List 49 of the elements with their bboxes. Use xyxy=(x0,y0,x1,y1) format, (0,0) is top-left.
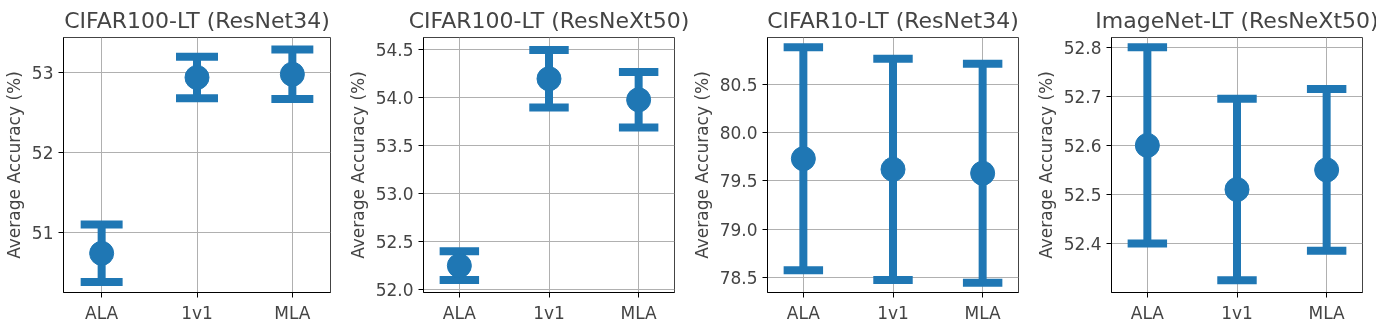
y-tick-label: 80.0 xyxy=(719,123,758,144)
y-tick-label: 52.8 xyxy=(1063,37,1102,58)
y-tick-label: 80.5 xyxy=(719,74,758,95)
y-tick-label: 54.5 xyxy=(375,40,414,61)
x-tick-label: MLA xyxy=(964,302,1002,323)
y-axis-title: Average Accuracy (%) xyxy=(3,71,24,259)
y-tick-label: 53 xyxy=(31,63,54,84)
point xyxy=(279,61,305,87)
x-tick-label: ALA xyxy=(1130,302,1165,323)
x-tick-label: 1v1 xyxy=(181,302,213,323)
point xyxy=(790,146,816,172)
chart-title: CIFAR100-LT (ResNeXt50) xyxy=(408,7,690,33)
point xyxy=(1224,177,1250,202)
point xyxy=(1134,132,1160,158)
chart-title: ImageNet-LT (ResNeXt50) xyxy=(1095,7,1376,33)
point xyxy=(1314,157,1340,183)
y-tick-label: 52.7 xyxy=(1063,86,1102,107)
y-axis-title: Average Accuracy (%) xyxy=(691,71,712,259)
y-tick-label: 52.5 xyxy=(1063,184,1102,205)
y-axis-title: Average Accuracy (%) xyxy=(347,71,368,259)
x-tick-label: MLA xyxy=(274,302,311,323)
point xyxy=(89,240,115,266)
y-tick-label: 52 xyxy=(31,143,54,164)
y-tick-label: 52.4 xyxy=(1063,233,1102,254)
x-tick-label: 1v1 xyxy=(877,302,909,323)
x-tick-label: MLA xyxy=(620,302,658,323)
x-tick-label: ALA xyxy=(85,302,119,323)
x-tick-label: 1v1 xyxy=(533,302,565,323)
x-tick-label: MLA xyxy=(1308,302,1346,323)
x-tick-label: ALA xyxy=(442,302,477,323)
y-tick-label: 78.5 xyxy=(719,268,758,289)
x-tick-label: 1v1 xyxy=(1221,302,1253,323)
y-tick-label: 53.5 xyxy=(375,136,414,157)
y-tick-label: 51 xyxy=(31,223,54,244)
chart-title: CIFAR10-LT (ResNet34) xyxy=(767,7,1019,33)
y-axis-title: Average Accuracy (%) xyxy=(1035,71,1056,259)
y-tick-label: 79.5 xyxy=(719,171,758,192)
y-tick-label: 52.0 xyxy=(375,280,414,301)
y-tick-label: 52.6 xyxy=(1063,135,1102,156)
point xyxy=(536,66,562,92)
point xyxy=(970,160,996,186)
point xyxy=(880,156,906,182)
y-tick-label: 52.5 xyxy=(375,232,414,253)
point xyxy=(626,87,652,113)
y-tick-label: 54.0 xyxy=(375,88,414,109)
chart-title: CIFAR100-LT (ResNet34) xyxy=(64,7,330,33)
y-tick-label: 79.0 xyxy=(719,219,758,240)
y-tick-label: 53.0 xyxy=(375,184,414,205)
x-tick-label: ALA xyxy=(786,302,821,323)
